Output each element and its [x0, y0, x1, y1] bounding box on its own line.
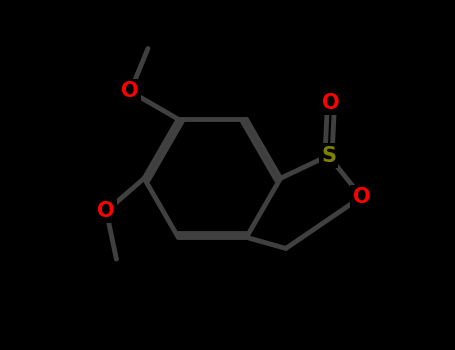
Text: O: O: [322, 92, 340, 113]
Text: O: O: [97, 201, 115, 221]
Text: O: O: [121, 82, 139, 102]
Text: S: S: [321, 146, 336, 166]
Text: O: O: [353, 187, 370, 207]
